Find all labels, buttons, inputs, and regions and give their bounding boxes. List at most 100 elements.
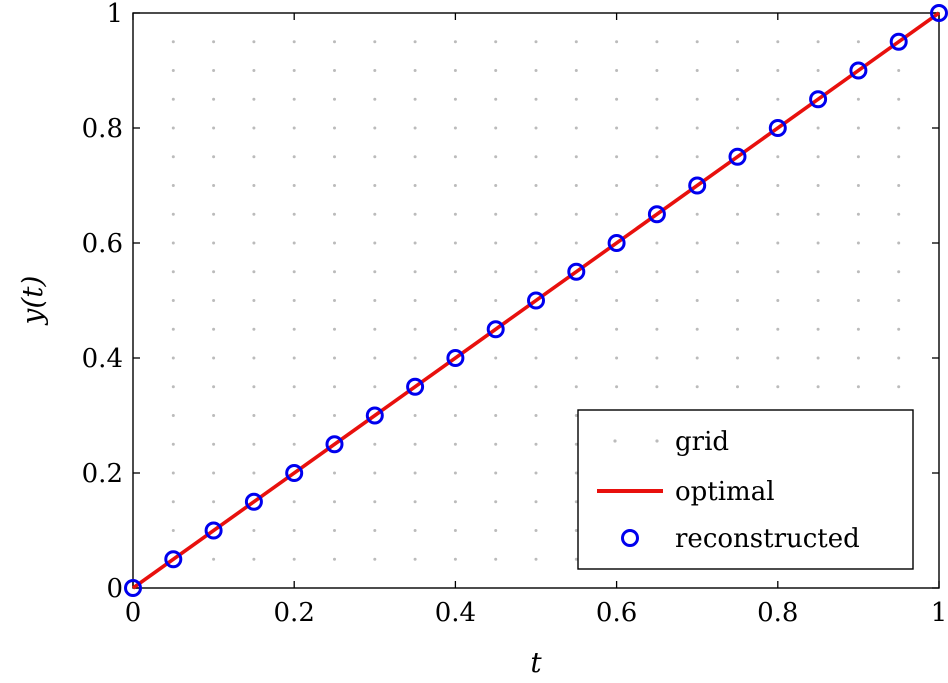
grid-dot [897, 184, 901, 187]
grid-dot [252, 471, 256, 475]
grid-dot [171, 414, 175, 417]
x-tick-label: 1 [931, 598, 948, 628]
grid-dot [615, 184, 619, 187]
grid-dot [453, 299, 457, 302]
grid-dot [574, 385, 578, 389]
grid-dot [816, 385, 820, 389]
grid-dot [373, 299, 377, 302]
grid-dot [534, 557, 538, 561]
grid-dot [212, 212, 216, 216]
grid-dot [171, 385, 175, 389]
grid-dot [655, 40, 659, 44]
grid-dot [413, 299, 417, 302]
data-point-reconstructed [244, 492, 263, 511]
grid-dot [373, 40, 377, 44]
grid-dot [615, 385, 619, 389]
grid-dot [453, 69, 457, 72]
grid-dot [736, 385, 739, 389]
grid-dot [574, 414, 578, 417]
grid-dot [736, 356, 739, 360]
grid-dot [333, 299, 336, 302]
data-point-reconstructed [285, 464, 304, 482]
data-point-reconstructed [204, 521, 223, 540]
y-axis-label: y(t) [16, 276, 49, 327]
grid-dot [615, 126, 619, 130]
grid-dot [816, 270, 820, 274]
data-point-reconstructed [809, 90, 828, 109]
grid-dot [856, 212, 860, 216]
grid-dot [534, 184, 538, 187]
grid-dot [373, 184, 377, 187]
grid-dot [252, 212, 256, 216]
grid-dot [453, 557, 457, 561]
grid-dot [494, 557, 498, 561]
grid-dot [373, 69, 377, 72]
grid-dot [333, 414, 336, 417]
grid-dot [373, 356, 377, 360]
grid-dot [534, 270, 538, 274]
grid-dot [615, 212, 619, 216]
grid-dot [897, 69, 901, 72]
grid-dot [695, 212, 699, 216]
y-tick-label: 0.2 [82, 459, 123, 489]
grid-dot [333, 471, 336, 475]
grid-dot [494, 442, 498, 446]
grid-dot [292, 184, 296, 187]
grid-dot [695, 270, 699, 274]
grid-dot [695, 126, 699, 130]
y-tick-label: 0.8 [82, 114, 123, 144]
grid-dot [695, 40, 699, 44]
grid-dot [574, 212, 578, 216]
data-point-reconstructed [607, 234, 626, 252]
data-point-reconstructed [486, 320, 505, 339]
grid-dot [453, 500, 457, 504]
grid-dot [897, 155, 901, 159]
grid-dot [373, 471, 377, 475]
grid-dot [292, 442, 296, 446]
grid-dot [413, 356, 417, 360]
grid-dot [292, 126, 296, 130]
grid-dot [171, 69, 175, 72]
grid-dot [736, 299, 739, 302]
grid-dot [776, 241, 780, 245]
grid-dot [736, 241, 739, 245]
grid-dot [695, 327, 699, 331]
grid-dot [373, 500, 377, 504]
grid-dot [333, 327, 336, 331]
legend-swatch-reconstructed [621, 529, 639, 547]
grid-dot [816, 40, 820, 44]
grid-dot [333, 40, 336, 44]
grid-dot [373, 270, 377, 274]
grid-dot [252, 126, 256, 130]
grid-dot [292, 212, 296, 216]
grid-dot [453, 442, 457, 446]
grid-dot [494, 184, 498, 187]
grid-dot [494, 356, 498, 360]
grid-dot [816, 241, 820, 245]
grid-dot [212, 414, 216, 417]
data-point-reconstructed [647, 205, 666, 224]
grid-dot [413, 442, 417, 446]
grid-dot [816, 327, 820, 331]
grid-dot [736, 97, 739, 101]
data-point-reconstructed [164, 550, 183, 569]
grid-dot [534, 414, 538, 417]
x-tick-labels: 0 0.2 0.4 0.6 0.8 1 [125, 598, 948, 628]
grid-dot [534, 97, 538, 101]
grid-dot [413, 184, 417, 187]
x-tick-label: 0.2 [274, 598, 315, 628]
grid-dot [453, 126, 457, 130]
grid-dot [897, 385, 901, 389]
grid-dot [171, 40, 175, 44]
legend: grid optimal reconstructed [577, 409, 914, 570]
grid-dot [171, 327, 175, 331]
grid-dot [413, 327, 417, 331]
grid-dot [413, 414, 417, 417]
grid-dot [413, 97, 417, 101]
grid-dot [494, 40, 498, 44]
grid-dot [292, 327, 296, 331]
grid-dot [655, 126, 659, 130]
data-point-reconstructed [446, 349, 465, 367]
grid-dot [212, 241, 216, 245]
grid-dot [252, 327, 256, 331]
